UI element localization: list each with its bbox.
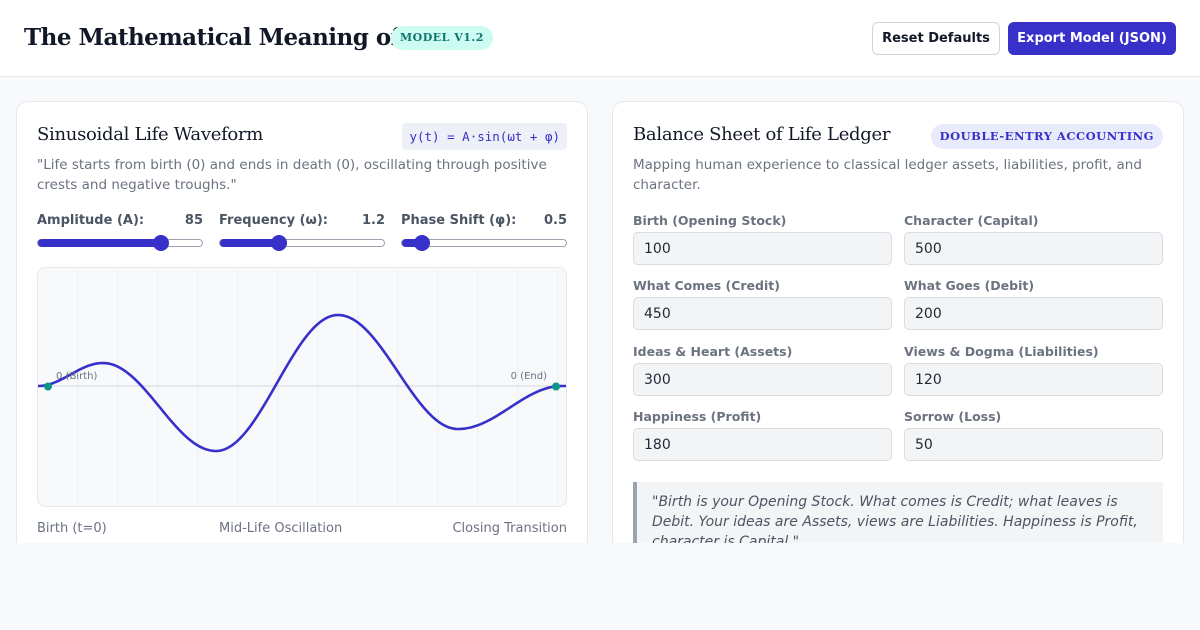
frequency-slider-thumb[interactable] [270,235,287,251]
what-goes-debit-field: What Goes (Debit) [904,278,1163,330]
field-label: Birth (Opening Stock) [633,213,787,228]
footer-birth-label: Birth (t=0) [37,521,107,536]
birth-point-label: 0 (Birth) [56,371,97,382]
character-capital-field: Character (Capital) [904,213,1163,265]
ideas-heart-assets-field: Ideas & Heart (Assets) [633,344,892,396]
phase-label: Phase Shift (φ): [401,213,517,228]
amplitude-slider-fill [38,239,161,247]
phase-slider-fill [402,239,422,247]
character-capital-input[interactable] [904,232,1163,265]
page-title: The Mathematical Meaning of Life [24,24,456,51]
reset-defaults-button[interactable]: Reset Defaults [872,22,1000,55]
frequency-label: Frequency (ω): [219,213,328,228]
sorrow-loss-input[interactable] [904,428,1163,461]
phase-slider-thumb[interactable] [413,235,430,251]
ledger-quote: "Birth is your Opening Stock. What comes… [633,482,1163,543]
views-dogma-liabilities-input[interactable] [904,363,1163,396]
footer-closing-label: Closing Transition [452,521,567,536]
waveform-plot: 0 (Birth) 0 (End) [37,267,567,507]
waveform-title: Sinusoidal Life Waveform [37,124,264,145]
end-point-label: 0 (End) [511,371,547,382]
frequency-slider-group: Frequency (ω): 1.2 [219,213,385,251]
ledger-description: Mapping human experience to classical le… [633,157,1142,193]
field-label: Ideas & Heart (Assets) [633,344,793,359]
waveform-card: Sinusoidal Life Waveform y(t) = A·sin(ωt… [16,101,588,543]
field-label: Sorrow (Loss) [904,409,1002,424]
field-label: Character (Capital) [904,213,1039,228]
field-label: What Goes (Debit) [904,278,1035,293]
sorrow-loss-field: Sorrow (Loss) [904,409,1163,461]
birth-opening-stock-field: Birth (Opening Stock) [633,213,892,265]
top-bar: The Mathematical Meaning of Life MODEL V… [0,0,1200,77]
grid-lines [77,268,559,506]
main-content: Sinusoidal Life Waveform y(t) = A·sin(ωt… [0,78,1200,543]
happiness-profit-input[interactable] [633,428,892,461]
what-goes-debit-input[interactable] [904,297,1163,330]
phase-slider-group: Phase Shift (φ): 0.5 [401,213,567,251]
phase-slider[interactable] [401,235,567,251]
waveform-description: "Life starts from birth (0) and ends in … [37,157,547,193]
field-label: Views & Dogma (Liabilities) [904,344,1099,359]
export-model-button[interactable]: Export Model (JSON) [1008,22,1176,55]
birth-opening-stock-input[interactable] [633,232,892,265]
amplitude-label: Amplitude (A): [37,213,145,228]
version-badge: MODEL V1.2 [391,26,493,50]
ledger-badge: DOUBLE-ENTRY ACCOUNTING [930,124,1163,149]
amplitude-slider[interactable] [37,235,203,251]
views-dogma-liabilities-field: Views & Dogma (Liabilities) [904,344,1163,396]
waveform-svg: 0 (Birth) 0 (End) [38,268,566,506]
what-comes-credit-input[interactable] [633,297,892,330]
birth-point [44,382,52,391]
what-comes-credit-field: What Comes (Credit) [633,278,892,330]
life-wave-curve [38,313,566,453]
ideas-heart-assets-input[interactable] [633,363,892,396]
frequency-slider[interactable] [219,235,385,251]
amplitude-slider-group: Amplitude (A): 85 [37,213,203,251]
field-label: What Comes (Credit) [633,278,780,293]
ledger-title: Balance Sheet of Life Ledger [633,124,891,145]
end-point [552,382,560,391]
formula-chip: y(t) = A·sin(ωt + φ) [402,123,567,150]
phase-value: 0.5 [543,213,567,228]
field-label: Happiness (Profit) [633,409,762,424]
frequency-value: 1.2 [361,213,385,228]
amplitude-slider-thumb[interactable] [152,235,169,251]
footer-midlife-label: Mid-Life Oscillation [219,521,343,536]
happiness-profit-field: Happiness (Profit) [633,409,892,461]
amplitude-value: 85 [184,213,203,228]
frequency-slider-fill [220,239,279,247]
ledger-card: Balance Sheet of Life Ledger DOUBLE-ENTR… [612,101,1184,543]
